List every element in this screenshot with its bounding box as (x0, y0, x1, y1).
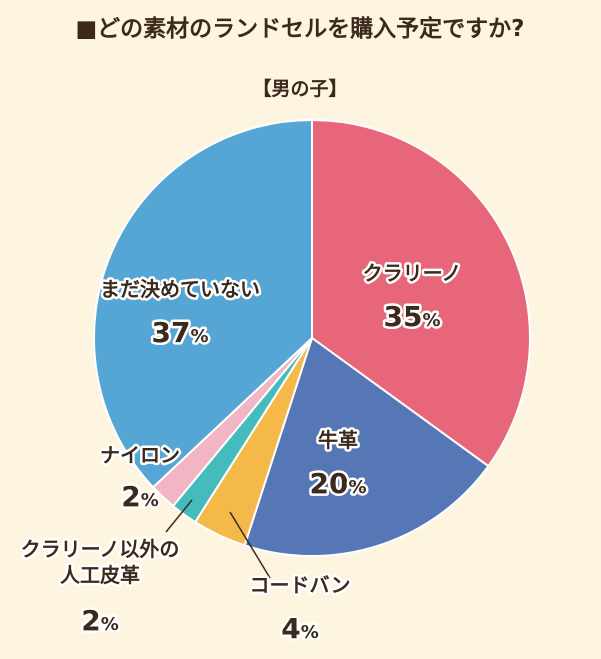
slice-label: クラリーノ以外の (21, 537, 180, 561)
pie-slice (93, 118, 313, 489)
slice-value: 4% (281, 612, 319, 645)
leader-line (229, 511, 271, 579)
slice-label: クラリーノ (363, 261, 462, 285)
slice-value: 2% (81, 604, 119, 637)
pie-slice (243, 336, 490, 557)
chart-title: ■どの素材のランドセルを購入予定ですか? (75, 15, 524, 42)
leader-line (165, 499, 193, 533)
slice-value: 20% (309, 467, 366, 500)
leader-lines (165, 499, 271, 579)
slice-label: コードバン (250, 573, 351, 597)
slice-labels: クラリーノ35%牛革20%コードバン4%クラリーノ以外の人工皮革2%ナイロン2%… (18, 259, 464, 648)
slice-label: 人工皮革 (60, 563, 140, 587)
pie-slice (311, 118, 531, 468)
slice-label: まだ決めていない (100, 277, 260, 301)
chart-subtitle: 【男の子】 (252, 77, 347, 100)
pie-slices (93, 118, 531, 557)
slice-label: 牛革 (318, 428, 358, 452)
slice-label: ナイロン (100, 443, 180, 467)
